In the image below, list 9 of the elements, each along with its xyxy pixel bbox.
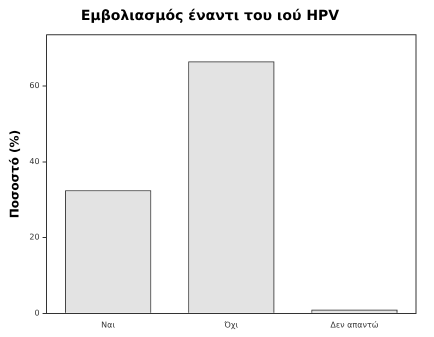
x-tick-label: Δεν απαντώ xyxy=(330,320,379,330)
x-tick-label: Ναι xyxy=(101,320,116,330)
chart-title: Εμβολιασμός έναντι του ιού HPV xyxy=(80,8,340,24)
y-axis-title: Ποσοστό (%) xyxy=(7,130,22,218)
y-tick-label: 0 xyxy=(34,308,40,318)
y-tick-label: 20 xyxy=(29,232,40,242)
x-tick-label: Όχι xyxy=(223,320,238,330)
y-tick-label: 40 xyxy=(29,156,40,166)
y-tick-label: 60 xyxy=(29,81,40,90)
